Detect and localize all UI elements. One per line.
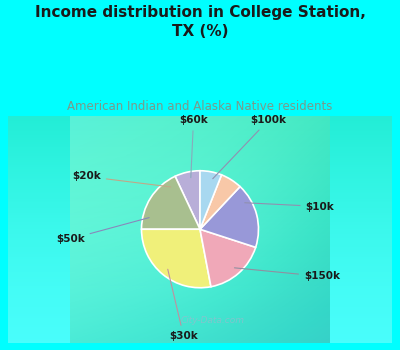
Wedge shape bbox=[175, 171, 200, 229]
Text: $10k: $10k bbox=[245, 202, 334, 211]
Wedge shape bbox=[142, 229, 211, 288]
Text: $30k: $30k bbox=[168, 269, 198, 341]
Wedge shape bbox=[200, 187, 258, 247]
Wedge shape bbox=[200, 175, 240, 229]
Text: $150k: $150k bbox=[234, 268, 340, 281]
Text: $20k: $20k bbox=[72, 172, 170, 187]
Wedge shape bbox=[200, 171, 222, 229]
Wedge shape bbox=[200, 229, 256, 287]
Text: $50k: $50k bbox=[56, 218, 149, 244]
Text: $60k: $60k bbox=[179, 115, 208, 178]
Text: Income distribution in College Station,
TX (%): Income distribution in College Station, … bbox=[34, 5, 366, 39]
Text: American Indian and Alaska Native residents: American Indian and Alaska Native reside… bbox=[67, 100, 333, 113]
Text: City-Data.com: City-Data.com bbox=[181, 316, 245, 325]
Wedge shape bbox=[142, 176, 200, 229]
Text: $100k: $100k bbox=[213, 115, 286, 179]
